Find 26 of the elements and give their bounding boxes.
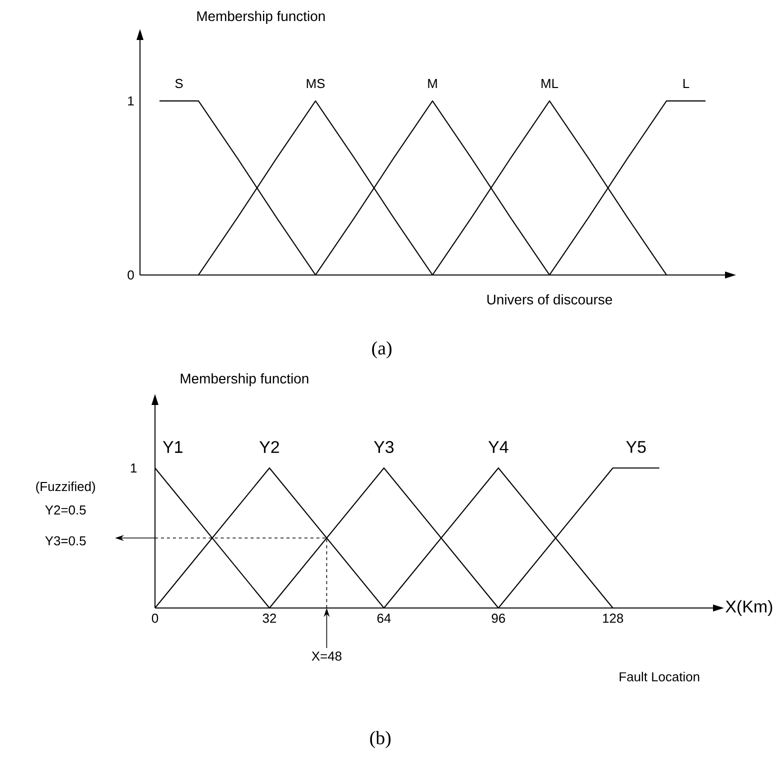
x-tick-label: 0 xyxy=(152,614,158,623)
series-label: Y2 xyxy=(259,441,279,453)
x-axis-title: Univers of discourse xyxy=(487,294,612,304)
x-tick-label: 128 xyxy=(603,614,624,623)
x-axis-title: X(Km) xyxy=(726,600,772,616)
annotation: X=48 xyxy=(312,652,342,661)
series-label: MS xyxy=(306,78,325,88)
series-label: Y1 xyxy=(162,441,182,453)
text: Y3=0.5 xyxy=(45,536,86,546)
y-axis-title: Membership function xyxy=(180,373,308,386)
x-tick-label: 32 xyxy=(262,614,276,623)
series-label: Y3 xyxy=(374,441,394,453)
text: (b) xyxy=(370,731,391,748)
y-axis-title: Membership function xyxy=(197,10,325,24)
x-tick-label: 64 xyxy=(377,614,391,623)
text: Fault Location xyxy=(620,672,700,682)
series-label: L xyxy=(683,79,690,88)
x-tick-label: 96 xyxy=(492,614,506,623)
text: (a) xyxy=(372,341,392,358)
text: (Fuzzified) xyxy=(36,482,95,494)
series-label: M xyxy=(428,79,437,88)
series-label: S xyxy=(175,78,183,88)
series-label: Y5 xyxy=(626,441,646,453)
series-label: Y4 xyxy=(488,441,508,453)
series-label: ML xyxy=(542,79,558,88)
text: Y2=0.5 xyxy=(45,505,86,515)
